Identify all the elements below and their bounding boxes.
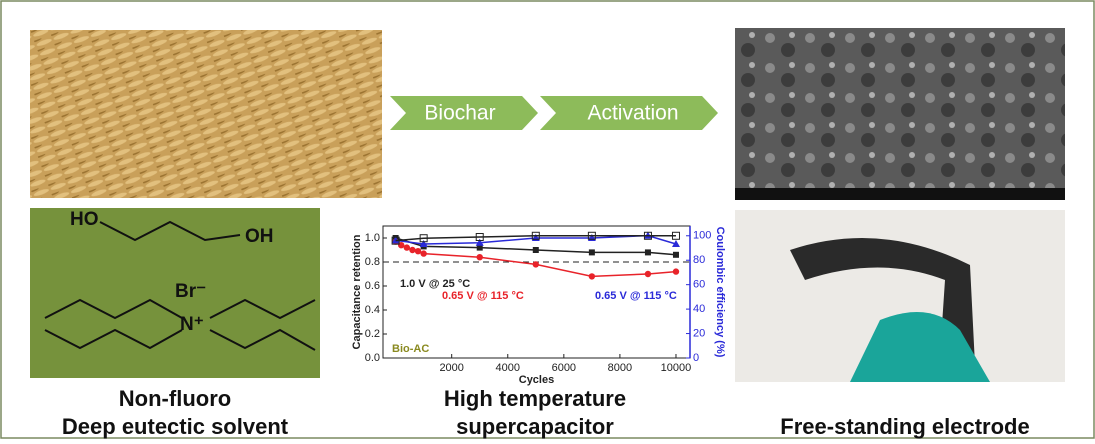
atom-label: HO bbox=[70, 209, 99, 230]
marker bbox=[391, 236, 400, 244]
atom-label: OH bbox=[245, 226, 274, 247]
marker bbox=[672, 268, 680, 275]
caption: Deep eutectic solvent bbox=[62, 414, 289, 439]
electrode-film bbox=[790, 238, 975, 365]
y2-tick-label: 0 bbox=[693, 352, 699, 364]
ion-label: Br⁻ bbox=[175, 281, 206, 302]
y-tick-label: 0.2 bbox=[365, 328, 380, 340]
arrow bbox=[540, 96, 718, 130]
caption: High temperature bbox=[444, 386, 626, 411]
marker bbox=[476, 244, 483, 251]
marker bbox=[643, 231, 652, 240]
x-tick-label: 2000 bbox=[439, 362, 463, 374]
y2-tick-label: 40 bbox=[693, 303, 705, 315]
y-tick-label: 1.0 bbox=[365, 232, 380, 244]
x-tick-label: 6000 bbox=[552, 362, 576, 374]
marker bbox=[419, 240, 428, 247]
marker bbox=[476, 254, 483, 261]
marker bbox=[419, 234, 428, 243]
y2-tick-label: 60 bbox=[693, 279, 705, 291]
marker bbox=[391, 236, 400, 245]
marker bbox=[587, 231, 596, 240]
marker bbox=[644, 270, 652, 278]
sem-image bbox=[735, 28, 1065, 192]
marker bbox=[420, 250, 427, 257]
marker bbox=[671, 231, 680, 240]
x-tick-label: 10000 bbox=[661, 362, 692, 374]
annotation: 1.0 V @ 25 °C bbox=[400, 278, 470, 290]
caption: Non-fluoro bbox=[119, 386, 231, 411]
y-axis-label: Capacitance retention bbox=[351, 234, 363, 349]
rice-husk-photo bbox=[30, 30, 382, 198]
caption: supercapacitor bbox=[456, 414, 614, 439]
marker bbox=[398, 242, 405, 249]
marker bbox=[414, 248, 422, 255]
marker bbox=[409, 246, 416, 254]
annotation: 0.65 V @ 115 °C bbox=[595, 290, 677, 302]
marker bbox=[531, 231, 540, 240]
caption: Free-standing electrode bbox=[780, 414, 1029, 439]
series-line bbox=[395, 235, 676, 242]
marker bbox=[532, 261, 539, 268]
y2-tick-label: 100 bbox=[693, 230, 711, 242]
marker bbox=[475, 238, 484, 246]
annotation: Bio-AC bbox=[392, 343, 429, 355]
step-label: Activation bbox=[587, 102, 678, 125]
x-tick-label: 8000 bbox=[608, 362, 632, 374]
molecule-bonds bbox=[44, 220, 316, 351]
marker bbox=[532, 247, 539, 253]
marker bbox=[644, 249, 651, 256]
y-tick-label: 0.0 bbox=[365, 352, 380, 364]
y2-axis-label: Coulombic efficiency (%) bbox=[714, 227, 726, 358]
marker bbox=[475, 233, 484, 241]
molecule-panel bbox=[30, 208, 320, 378]
x-axis-label: Cycles bbox=[519, 374, 554, 386]
marker bbox=[588, 273, 596, 280]
sem-info-bar bbox=[735, 188, 1065, 200]
step-label: Biochar bbox=[424, 102, 495, 125]
marker bbox=[671, 240, 680, 247]
marker bbox=[672, 251, 679, 258]
y-tick-label: 0.8 bbox=[365, 256, 380, 268]
marker bbox=[588, 249, 595, 256]
y2-tick-label: 20 bbox=[693, 327, 705, 339]
annotation: 0.65 V @ 115 °C bbox=[442, 290, 524, 302]
y2-tick-label: 80 bbox=[693, 254, 705, 266]
y-tick-label: 0.4 bbox=[365, 304, 380, 316]
arrow bbox=[390, 96, 538, 130]
y-tick-label: 0.6 bbox=[365, 280, 380, 292]
ion-label: N⁺ bbox=[180, 314, 204, 335]
marker bbox=[403, 244, 411, 251]
x-tick-label: 4000 bbox=[496, 362, 520, 374]
glove bbox=[850, 312, 990, 382]
